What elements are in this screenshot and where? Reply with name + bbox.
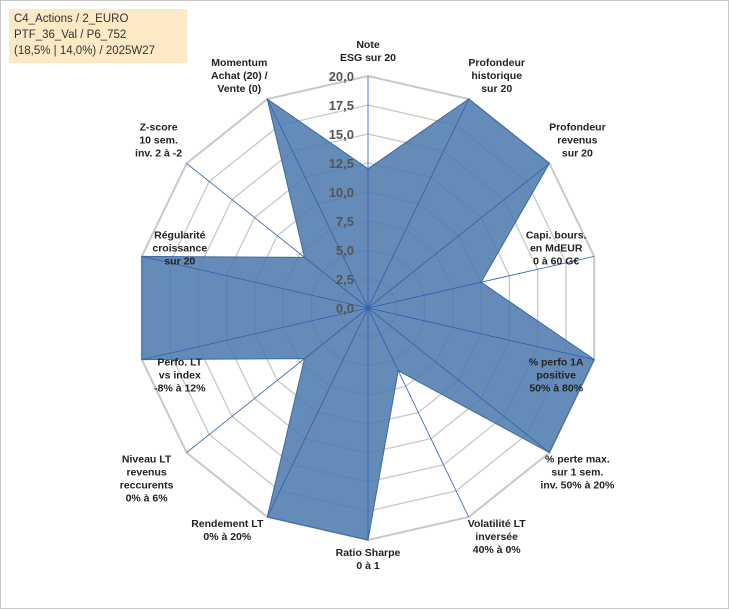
axis-label: Profondeur revenus sur 20 [549, 121, 606, 159]
spoke-line [367, 307, 470, 518]
spoke-line [141, 256, 369, 309]
axis-label: Rendement LT 0% à 20% [191, 518, 264, 543]
spoke-line [367, 98, 470, 309]
axis-label: Perfo. LT vs index -8% à 12% [154, 357, 206, 395]
tick-label: 5,0 [336, 243, 354, 258]
spoke-line [367, 256, 595, 309]
tick-label: 12,5 [329, 156, 354, 171]
tick-label: 7,5 [336, 214, 354, 229]
axis-label: Volatilité LT inversée 40% à 0% [468, 518, 527, 556]
spoke-line [367, 307, 595, 360]
axis-label: Régularité croissance sur 20 [152, 229, 207, 267]
spoke-line [141, 307, 369, 360]
spoke-line [367, 163, 550, 309]
spoke-line [367, 307, 550, 453]
tick-label: 20,0 [329, 69, 354, 84]
axis-label: % perte max. sur 1 sem. inv. 50% à 20% [540, 454, 615, 492]
portfolio-info-box: C4_Actions / 2_EURO PTF_36_Val / P6_752 … [9, 9, 187, 63]
spoke-line [266, 307, 369, 518]
axis-label: Niveau LT revenus reccurents 0% à 6% [120, 454, 174, 505]
tick-label: 2,5 [336, 272, 354, 287]
tick-label: 10,0 [329, 185, 354, 200]
tick-label: 0,0 [336, 301, 354, 316]
info-line-1: C4_Actions / 2_EURO [14, 13, 129, 25]
axis-label: Momentum Achat (20) / Vente (0) [211, 57, 268, 95]
axis-label: Z-score 10 sem. inv. 2 à -2 [135, 121, 182, 159]
tick-label: 15,0 [329, 127, 354, 142]
info-line-3: (18,5% | 14,0%) / 2025W27 [14, 45, 156, 57]
axis-label: Capi. bours. en MdEUR 0 à 60 G€ [526, 229, 587, 267]
axis-label: Profondeur historique sur 20 [468, 57, 525, 95]
tick-label: 17,5 [329, 98, 354, 113]
info-line-2: PTF_36_Val / P6_752 [14, 29, 127, 41]
axis-label: Note ESG sur 20 [340, 39, 396, 64]
axis-label: Ratio Sharpe 0 à 1 [336, 547, 401, 572]
axis-label: % perfo 1A positive 50% à 80% [529, 357, 584, 395]
spoke-line [186, 307, 369, 453]
spoke-line [266, 98, 369, 309]
spoke-line [186, 163, 369, 309]
